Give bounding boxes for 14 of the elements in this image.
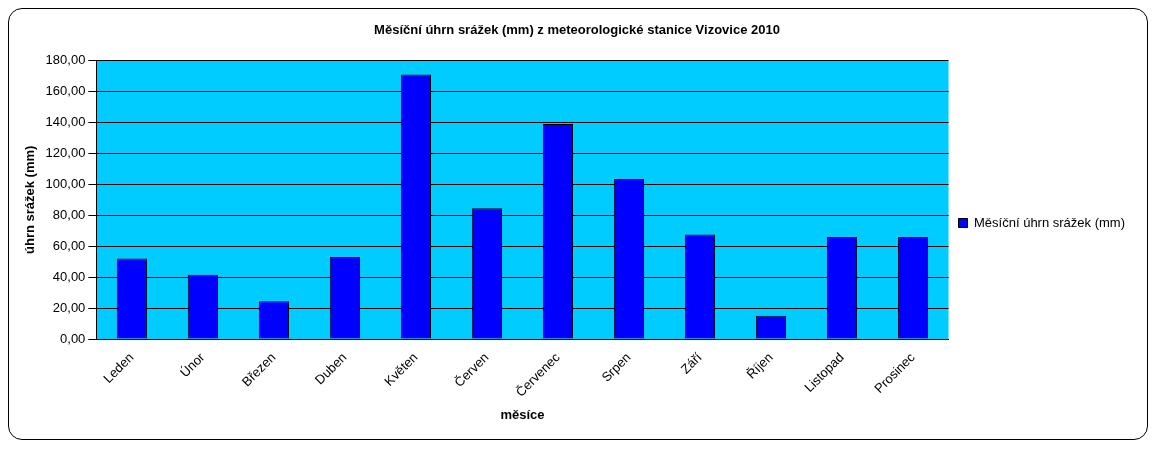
y-tick-label: 160,00: [45, 83, 86, 99]
y-axis-title: úhrn srážek (mm): [22, 145, 38, 254]
chart-title: Měsíční úhrn srážek (mm) z meteorologické stanice Vizovice 2010: [374, 22, 780, 38]
y-tick-label: 140,00: [45, 114, 86, 130]
y-tick-label: 20,00: [52, 299, 86, 315]
y-tick-label: 0,00: [60, 330, 86, 346]
y-tick-label: 120,00: [45, 144, 86, 160]
y-tick-label: 180,00: [45, 52, 86, 68]
y-tick-label: 60,00: [52, 237, 86, 253]
y-tick-label: 40,00: [52, 268, 86, 284]
y-tick-label: 100,00: [45, 175, 86, 191]
y-tick-label: 80,00: [52, 206, 86, 222]
x-axis-title: měsíce: [500, 406, 545, 422]
legend-label: Měsíční úhrn srážek (mm): [974, 214, 1126, 230]
